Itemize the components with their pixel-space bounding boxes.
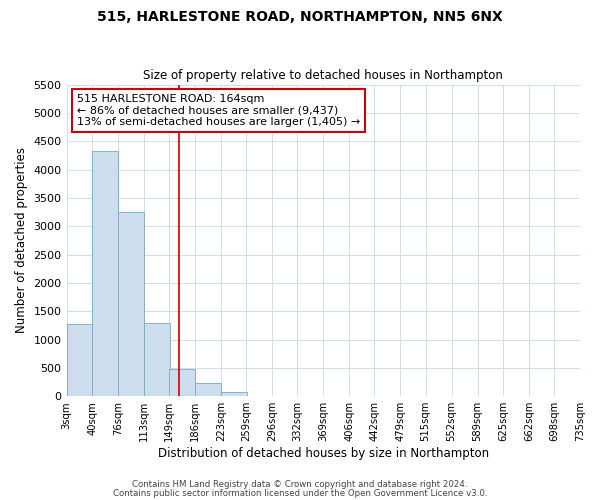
Text: 515, HARLESTONE ROAD, NORTHAMPTON, NN5 6NX: 515, HARLESTONE ROAD, NORTHAMPTON, NN5 6… — [97, 10, 503, 24]
Y-axis label: Number of detached properties: Number of detached properties — [15, 148, 28, 334]
Bar — [169, 369, 195, 396]
Bar — [118, 212, 144, 396]
Bar — [221, 392, 247, 396]
Bar — [67, 324, 92, 396]
Bar — [195, 383, 221, 396]
Text: 515 HARLESTONE ROAD: 164sqm
← 86% of detached houses are smaller (9,437)
13% of : 515 HARLESTONE ROAD: 164sqm ← 86% of det… — [77, 94, 360, 127]
X-axis label: Distribution of detached houses by size in Northampton: Distribution of detached houses by size … — [158, 447, 489, 460]
Bar — [144, 323, 170, 396]
Text: Contains public sector information licensed under the Open Government Licence v3: Contains public sector information licen… — [113, 489, 487, 498]
Text: Contains HM Land Registry data © Crown copyright and database right 2024.: Contains HM Land Registry data © Crown c… — [132, 480, 468, 489]
Bar — [92, 151, 118, 396]
Title: Size of property relative to detached houses in Northampton: Size of property relative to detached ho… — [143, 69, 503, 82]
